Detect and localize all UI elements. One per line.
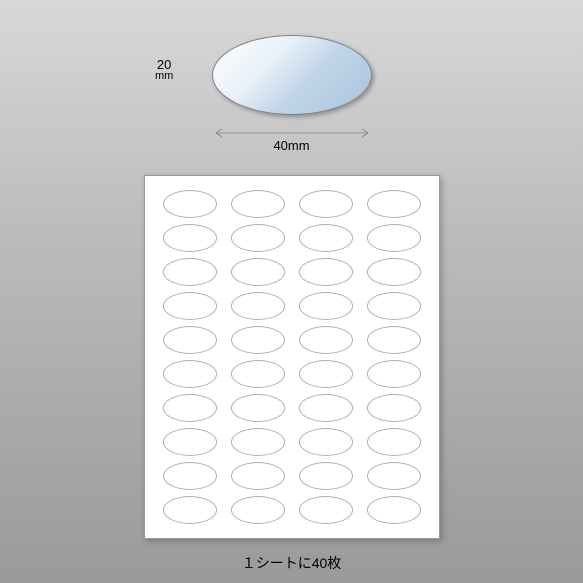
- sheet-oval: [367, 394, 421, 422]
- sheet-oval: [231, 326, 285, 354]
- sheet-oval: [367, 258, 421, 286]
- sheet-oval: [367, 292, 421, 320]
- oval-spec-section: 20 mm 40mm: [0, 30, 583, 160]
- sheet-oval: [299, 224, 353, 252]
- sheet-oval: [231, 292, 285, 320]
- sheet-oval: [367, 326, 421, 354]
- sheet-oval: [231, 428, 285, 456]
- sheet-oval: [231, 496, 285, 524]
- sheet-oval: [367, 190, 421, 218]
- sheet-oval: [163, 394, 217, 422]
- sheet-oval: [367, 462, 421, 490]
- sheet-oval: [299, 428, 353, 456]
- dimension-arrow-icon: [212, 128, 372, 138]
- sheet-oval: [163, 360, 217, 388]
- sheet-oval: [299, 258, 353, 286]
- sheet-caption: １シートに40枚: [242, 553, 342, 573]
- sheet-oval: [231, 190, 285, 218]
- sheet-oval: [163, 326, 217, 354]
- sheet-oval: [163, 462, 217, 490]
- height-unit: mm: [155, 71, 173, 82]
- sheet-oval: [299, 360, 353, 388]
- sheet-oval: [231, 394, 285, 422]
- sheet-oval: [367, 360, 421, 388]
- sheet-oval: [231, 258, 285, 286]
- width-dimension-label: 40mm: [273, 138, 309, 153]
- sheet-oval: [367, 496, 421, 524]
- sheet-oval: [163, 190, 217, 218]
- sheet-oval: [299, 292, 353, 320]
- sheet-oval: [163, 292, 217, 320]
- height-dimension-label: 20 mm: [155, 58, 173, 82]
- main-oval-sample: [212, 35, 372, 115]
- sheet-oval: [163, 224, 217, 252]
- sheet-oval: [367, 224, 421, 252]
- sheet-oval: [231, 462, 285, 490]
- label-sheet: [144, 175, 440, 539]
- sheet-oval: [299, 462, 353, 490]
- sheet-oval: [163, 428, 217, 456]
- sheet-oval: [163, 258, 217, 286]
- sheet-oval: [299, 190, 353, 218]
- sheet-oval: [231, 224, 285, 252]
- sheet-oval: [367, 428, 421, 456]
- sheet-oval: [299, 496, 353, 524]
- sheet-oval: [231, 360, 285, 388]
- sheet-oval: [299, 394, 353, 422]
- sheet-oval: [299, 326, 353, 354]
- width-dimension-line: [212, 125, 372, 135]
- sheet-oval: [163, 496, 217, 524]
